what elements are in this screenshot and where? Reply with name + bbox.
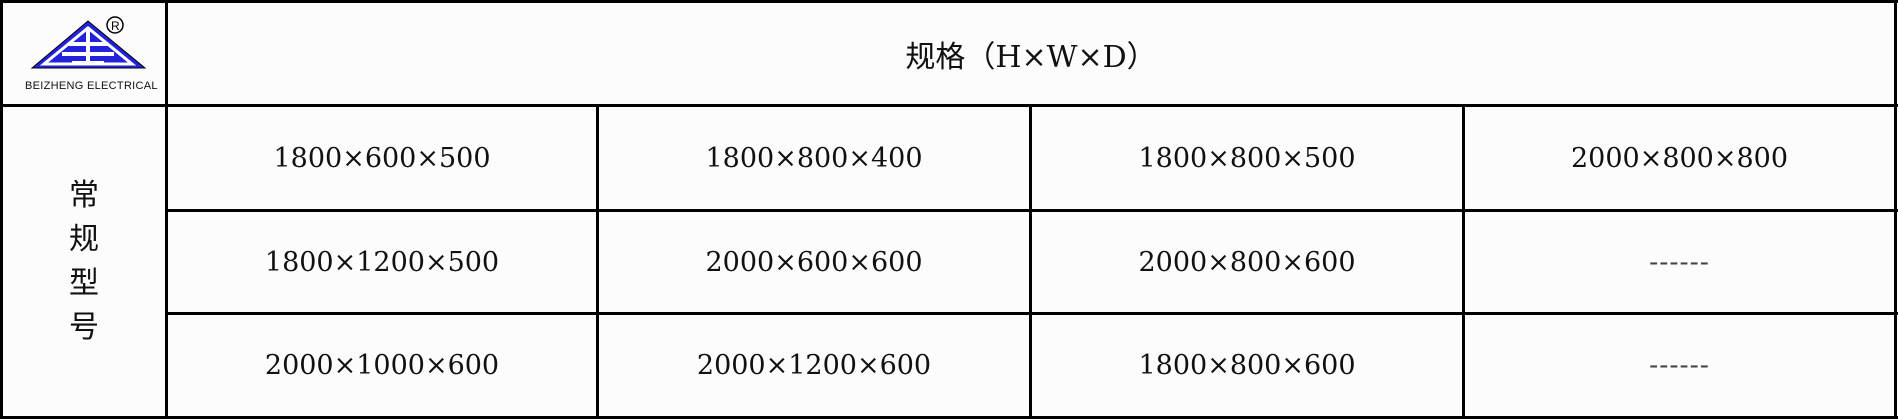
spec-cell: 1800×1200×500 — [264, 246, 500, 278]
spec-cell: 2000×1000×600 — [264, 350, 500, 381]
spec-cell: 2000×800×800 — [1570, 142, 1789, 174]
spec-cell: 1800×800×400 — [705, 142, 923, 174]
spec-cell: ------ — [1649, 350, 1710, 381]
spec-cell: 1800×800×500 — [1138, 142, 1356, 174]
side-char: 号 — [69, 309, 99, 345]
col-divider — [1029, 105, 1032, 419]
svg-text:R: R — [111, 19, 120, 33]
spec-cell: 2000×1200×600 — [696, 350, 932, 381]
side-char: 常 — [69, 177, 99, 213]
spec-cell: 1800×600×500 — [273, 142, 491, 174]
col-divider — [596, 105, 599, 419]
spec-cell: 2000×800×600 — [1138, 246, 1356, 278]
spec-header: 规格（H×W×D） — [905, 39, 1157, 75]
col-divider — [165, 0, 168, 419]
logo-text: BEIZHENG ELECTRICAL — [25, 80, 158, 92]
border-top — [0, 0, 1898, 3]
header-divider — [0, 104, 1898, 107]
spec-cell: 2000×600×600 — [705, 246, 923, 278]
spec-cell: ------ — [1649, 246, 1710, 278]
beizheng-logo-icon: R — [30, 16, 147, 69]
border-left — [0, 0, 3, 419]
spec-cell: 1800×800×600 — [1138, 350, 1356, 381]
side-label: 常 规 型 号 — [3, 107, 165, 416]
border-bottom — [0, 416, 1898, 419]
side-char: 型 — [69, 265, 99, 301]
logo: R BEIZHENG ELECTRICAL — [0, 0, 165, 104]
col-divider — [1462, 105, 1465, 419]
side-char: 规 — [69, 221, 99, 257]
